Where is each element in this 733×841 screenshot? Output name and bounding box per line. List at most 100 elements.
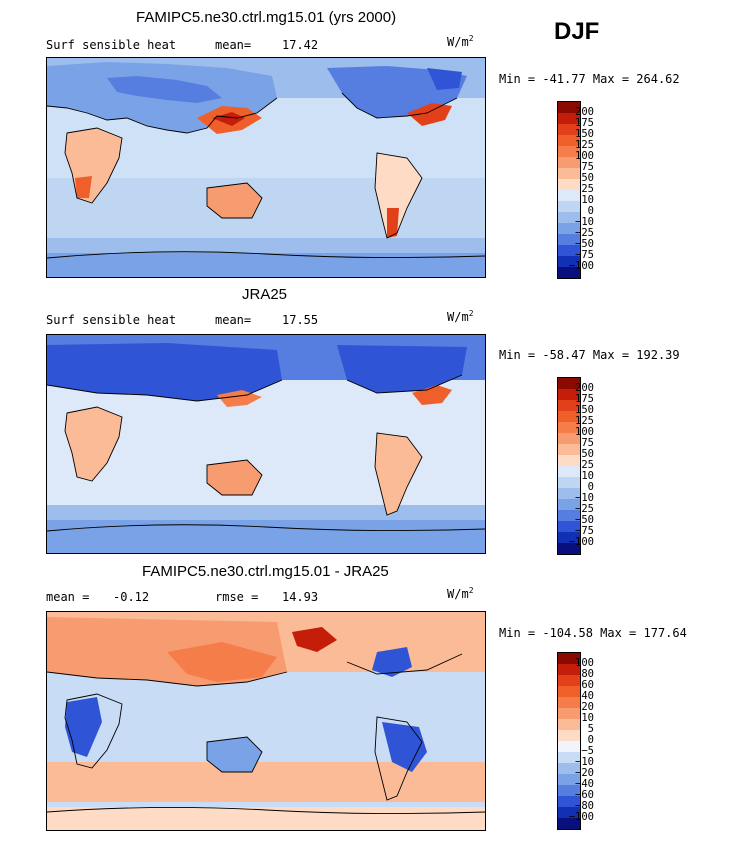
colorbar-label: 5: [587, 723, 594, 735]
colorbar-swatch: [558, 102, 580, 113]
colorbar-swatch: [558, 774, 580, 785]
colorbar-swatch: [558, 664, 580, 675]
colorbar-label: 75: [581, 161, 594, 173]
colorbar-swatch: [558, 378, 580, 389]
colorbar-label: 75: [581, 437, 594, 449]
colorbar-swatch: [558, 521, 580, 532]
colorbar-swatch: [558, 807, 580, 818]
colorbar-swatch: [558, 256, 580, 267]
panel2-mean-label: mean=: [215, 313, 252, 327]
colorbar-swatch: [558, 212, 580, 223]
colorbar-swatch: [558, 411, 580, 422]
colorbar-swatch: [558, 466, 580, 477]
panel3-mean-value: -0.12: [113, 590, 150, 604]
colorbar-label: −100: [568, 536, 594, 548]
colorbar-label: −100: [568, 260, 594, 272]
colorbar-swatch: [558, 157, 580, 168]
panel3-title: FAMIPC5.ne30.ctrl.mg15.01 - JRA25: [142, 563, 389, 580]
panel3-map-field: [47, 612, 485, 830]
colorbar-label: 25: [581, 183, 594, 195]
panel3-rmse-label: rmse =: [215, 590, 259, 604]
colorbar-swatch: [558, 179, 580, 190]
colorbar-swatch: [558, 433, 580, 444]
panel2-minmax: Min = -58.47 Max = 192.39: [499, 348, 680, 362]
colorbar-label: −10: [575, 492, 594, 504]
colorbar-swatch: [558, 708, 580, 719]
colorbar-swatch: [558, 422, 580, 433]
colorbar-swatch: [558, 113, 580, 124]
colorbar-label: −60: [575, 789, 594, 801]
colorbar-swatch: [558, 532, 580, 543]
panel2-units: W/m2: [447, 309, 474, 324]
colorbar-label: 100: [575, 657, 594, 669]
colorbar-swatch: [558, 190, 580, 201]
colorbar-label: 80: [581, 668, 594, 680]
colorbar-swatch: [558, 455, 580, 466]
colorbar-label: −20: [575, 767, 594, 779]
panel3-mean-label: mean =: [46, 590, 90, 604]
colorbar-label: −50: [575, 514, 594, 526]
panel2-colorbar: [557, 377, 581, 555]
colorbar-swatch: [558, 234, 580, 245]
colorbar-swatch: [558, 510, 580, 521]
colorbar-swatch: [558, 653, 580, 664]
colorbar-swatch: [558, 796, 580, 807]
colorbar-swatch: [558, 785, 580, 796]
colorbar-swatch: [558, 719, 580, 730]
colorbar-label: 50: [581, 448, 594, 460]
colorbar-label: 125: [575, 415, 594, 427]
colorbar-swatch: [558, 146, 580, 157]
colorbar-swatch: [558, 223, 580, 234]
colorbar-label: 200: [575, 106, 594, 118]
panel3-map: [46, 611, 486, 831]
colorbar-swatch: [558, 389, 580, 400]
colorbar-label: −25: [575, 227, 594, 239]
colorbar-label: 100: [575, 426, 594, 438]
colorbar-swatch: [558, 752, 580, 763]
colorbar-label: 10: [581, 470, 594, 482]
colorbar-label: −50: [575, 238, 594, 250]
colorbar-label: 175: [575, 393, 594, 405]
colorbar-swatch: [558, 444, 580, 455]
colorbar-label: −75: [575, 525, 594, 537]
colorbar-swatch: [558, 499, 580, 510]
colorbar-swatch: [558, 245, 580, 256]
colorbar-label: −75: [575, 249, 594, 261]
colorbar-label: −40: [575, 778, 594, 790]
colorbar-swatch: [558, 763, 580, 774]
panel3-rmse-value: 14.93: [282, 590, 319, 604]
colorbar-label: −80: [575, 800, 594, 812]
colorbar-swatch: [558, 697, 580, 708]
colorbar-label: 40: [581, 690, 594, 702]
colorbar-label: −5: [581, 745, 594, 757]
panel2-mean-value: 17.55: [282, 313, 319, 327]
colorbar-label: 60: [581, 679, 594, 691]
colorbar-swatch: [558, 124, 580, 135]
panel1-mean-value: 17.42: [282, 38, 319, 52]
colorbar-label: −10: [575, 216, 594, 228]
panel1-colorbar: [557, 101, 581, 279]
season-label: DJF: [554, 18, 600, 45]
panel3-units: W/m2: [447, 586, 474, 601]
panel1-title: FAMIPC5.ne30.ctrl.mg15.01 (yrs 2000): [136, 9, 397, 26]
colorbar-label: 0: [587, 205, 594, 217]
colorbar-label: 200: [575, 382, 594, 394]
colorbar-label: 150: [575, 404, 594, 416]
colorbar-swatch: [558, 686, 580, 697]
colorbar-label: 25: [581, 459, 594, 471]
colorbar-swatch: [558, 730, 580, 741]
colorbar-swatch: [558, 201, 580, 212]
colorbar-label: 150: [575, 128, 594, 140]
colorbar-swatch: [558, 168, 580, 179]
colorbar-label: 175: [575, 117, 594, 129]
colorbar-swatch: [558, 488, 580, 499]
colorbar-label: −10: [575, 756, 594, 768]
colorbar-label: 0: [587, 734, 594, 746]
colorbar-label: −25: [575, 503, 594, 515]
colorbar-swatch: [558, 741, 580, 752]
panel2-map: [46, 334, 486, 554]
panel1-map: [46, 57, 486, 278]
panel1-units: W/m2: [447, 34, 474, 49]
panel2-title: JRA25: [242, 286, 288, 303]
colorbar-label: −100: [568, 811, 594, 823]
